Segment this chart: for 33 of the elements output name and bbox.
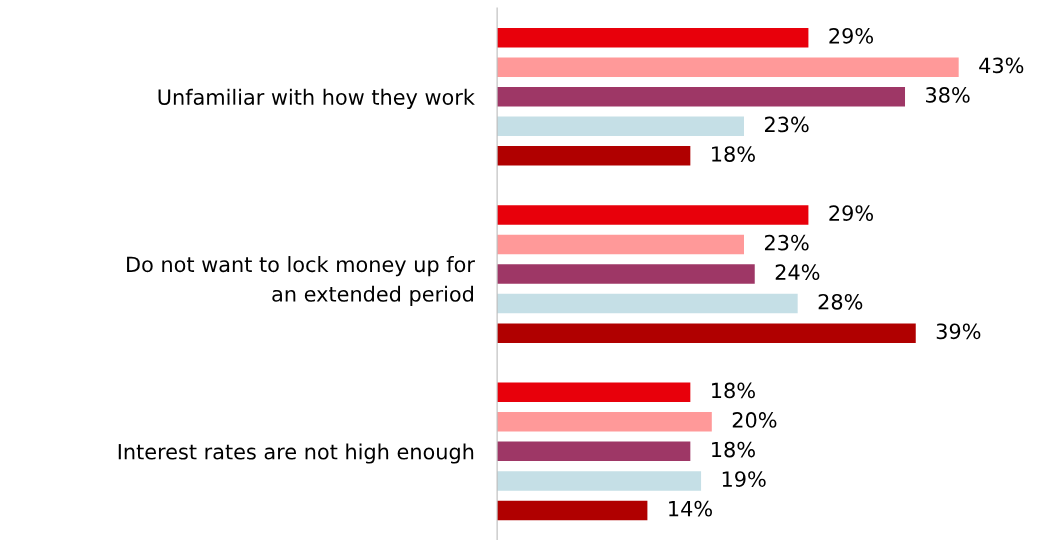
bar [497, 27, 809, 48]
bar [497, 323, 916, 343]
bar [497, 471, 702, 491]
data-label: 43% [979, 57, 1024, 74]
bar [497, 87, 906, 107]
y-tick-label: Interest rates are not high enough [118, 443, 474, 464]
data-label: 19% [722, 471, 766, 487]
data-label: 20% [732, 412, 777, 428]
data-label: 29% [829, 27, 874, 44]
bar [497, 500, 648, 521]
bar [497, 205, 809, 225]
data-label: 38% [926, 87, 970, 103]
data-label: 23% [764, 234, 809, 251]
bar [497, 441, 691, 462]
bar [497, 116, 745, 137]
bar [497, 412, 712, 432]
data-label: 18% [712, 382, 755, 399]
data-label: 24% [775, 264, 820, 281]
data-label: 18% [712, 441, 755, 458]
bar [497, 382, 691, 402]
bar [497, 234, 745, 255]
data-label: 28% [818, 293, 863, 310]
bar [497, 293, 798, 314]
data-label: 29% [829, 205, 874, 221]
bar [497, 146, 691, 166]
data-label: 14% [669, 500, 712, 517]
bar [497, 57, 959, 77]
data-label: 18% [712, 146, 755, 162]
bar [497, 264, 755, 284]
data-label: 39% [936, 323, 981, 340]
y-tick-label: Do not want to lock money up for an extended period [127, 256, 475, 306]
y-tick-label: Unfamiliar with how they work [158, 88, 475, 109]
data-label: 23% [764, 116, 809, 133]
